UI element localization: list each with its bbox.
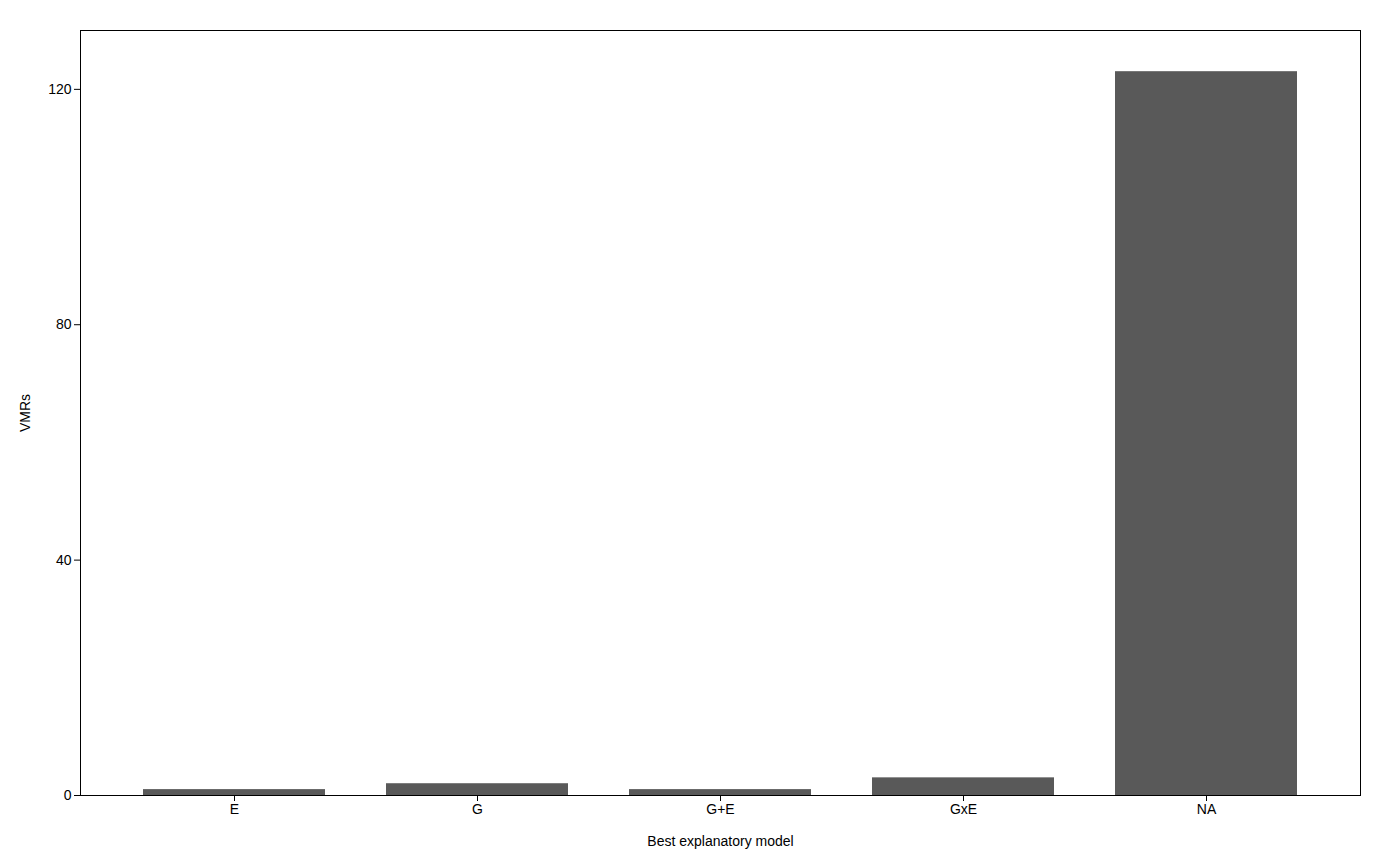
svg-text:Best explanatory model: Best explanatory model <box>647 833 793 849</box>
svg-text:G: G <box>472 801 483 817</box>
svg-text:40: 40 <box>56 552 72 568</box>
svg-text:VMRs: VMRs <box>17 394 33 432</box>
svg-text:0: 0 <box>64 787 72 803</box>
svg-text:G+E: G+E <box>706 801 734 817</box>
svg-text:120: 120 <box>48 81 72 97</box>
svg-text:E: E <box>230 801 239 817</box>
svg-text:GxE: GxE <box>950 801 977 817</box>
svg-text:NA: NA <box>1197 801 1217 817</box>
svg-text:80: 80 <box>56 316 72 332</box>
